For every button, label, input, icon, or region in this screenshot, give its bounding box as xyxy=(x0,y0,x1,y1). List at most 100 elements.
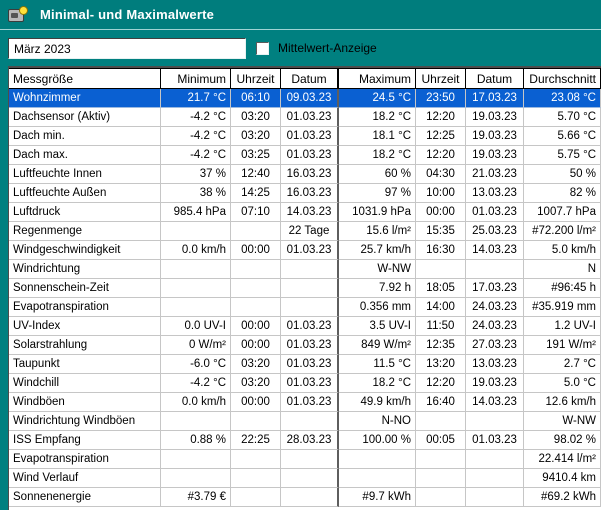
table-cell: 25.7 km/h xyxy=(339,241,416,260)
table-cell: 12:20 xyxy=(416,108,466,127)
table-cell: 16.03.23 xyxy=(281,165,339,184)
table-cell xyxy=(161,469,231,488)
table-row[interactable]: Dach min. -4.2 °C 03:20 01.03.23 18.1 °C 12:2… xyxy=(9,127,601,146)
table-row[interactable]: Solarstrahlung 0 W/m² 00:00 01.03.23 849 W/m… xyxy=(9,336,601,355)
table-cell xyxy=(281,412,339,431)
table-cell: 04:30 xyxy=(416,165,466,184)
period-input[interactable] xyxy=(8,38,246,59)
table-cell xyxy=(339,469,416,488)
table-row[interactable]: Luftdruck 985.4 hPa 07:10 14.03.23 1031.9 hP… xyxy=(9,203,601,222)
table-cell xyxy=(231,279,281,298)
table-cell: #96:45 h xyxy=(524,279,601,298)
title-bar: Minimal- und Maximalwerte xyxy=(0,0,601,30)
table-cell: Sonnenschein-Zeit xyxy=(9,279,161,298)
table-cell: -4.2 °C xyxy=(161,146,231,165)
table-cell: UV-Index xyxy=(9,317,161,336)
table-cell: Dach min. xyxy=(9,127,161,146)
table-cell: -6.0 °C xyxy=(161,355,231,374)
table-cell: 0.0 km/h xyxy=(161,393,231,412)
table-cell: 5.0 °C xyxy=(524,374,601,393)
table-cell: Dachsensor (Aktiv) xyxy=(9,108,161,127)
column-header: Datum xyxy=(466,68,524,89)
table-cell: 14:25 xyxy=(231,184,281,203)
table-cell: 01.03.23 xyxy=(281,127,339,146)
mittelwert-checkbox-label: Mittelwert-Anzeige xyxy=(278,41,377,55)
table-header-row: Messgröße Minimum Uhrzeit Datum Maximum Uhrze… xyxy=(9,68,601,89)
table-cell: Windrichtung Windböen xyxy=(9,412,161,431)
table-cell: Solarstrahlung xyxy=(9,336,161,355)
table-cell: 5.0 km/h xyxy=(524,241,601,260)
table-cell: 12:20 xyxy=(416,374,466,393)
table-cell: 01.03.23 xyxy=(281,393,339,412)
column-header: Durchschnitt xyxy=(524,68,601,89)
table-row[interactable]: Windrichtung Windböen N-NO W-NW xyxy=(9,412,601,431)
table-cell: 11.5 °C xyxy=(339,355,416,374)
table-cell: 0.0 UV-I xyxy=(161,317,231,336)
table-cell: 38 % xyxy=(161,184,231,203)
table-cell xyxy=(466,450,524,469)
table-cell: Evapotranspiration xyxy=(9,298,161,317)
table-cell xyxy=(281,450,339,469)
table-row[interactable]: Wohnzimmer 21.7 °C 06:10 09.03.23 24.5 °C 23:… xyxy=(9,89,601,108)
table-cell: 00:00 xyxy=(231,336,281,355)
table-row[interactable]: UV-Index 0.0 UV-I 00:00 01.03.23 3.5 UV-I 11:… xyxy=(9,317,601,336)
table-row[interactable]: Windböen 0.0 km/h 00:00 01.03.23 49.9 km/h 16… xyxy=(9,393,601,412)
table-cell: 2.7 °C xyxy=(524,355,601,374)
table-cell: 03:20 xyxy=(231,108,281,127)
table-cell: 01.03.23 xyxy=(281,355,339,374)
table-cell: 03:20 xyxy=(231,355,281,374)
table-cell xyxy=(281,279,339,298)
table-row[interactable]: Dachsensor (Aktiv) -4.2 °C 03:20 01.03.23 18… xyxy=(9,108,601,127)
table-row[interactable]: Windchill -4.2 °C 03:20 01.03.23 18.2 °C 12:2… xyxy=(9,374,601,393)
mittelwert-checkbox[interactable]: Mittelwert-Anzeige xyxy=(256,41,377,55)
table-cell: 3.5 UV-I xyxy=(339,317,416,336)
table-cell: Evapotranspiration xyxy=(9,450,161,469)
column-header: Minimum xyxy=(161,68,231,89)
table-cell: Wind Verlauf xyxy=(9,469,161,488)
table-row[interactable]: Dach max. -4.2 °C 03:25 01.03.23 18.2 °C 12:2… xyxy=(9,146,601,165)
table-row[interactable]: Regenmenge 22 Tage 15.6 l/m² 15:35 25.03.23 #… xyxy=(9,222,601,241)
table-row[interactable]: ISS Empfang 0.88 % 22:25 28.03.23 100.00 % 00… xyxy=(9,431,601,450)
table-cell: 28.03.23 xyxy=(281,431,339,450)
table-row[interactable]: Taupunkt -6.0 °C 03:20 01.03.23 11.5 °C 13:20… xyxy=(9,355,601,374)
table-cell: 15:35 xyxy=(416,222,466,241)
table-cell: 5.75 °C xyxy=(524,146,601,165)
table-cell xyxy=(416,469,466,488)
table-cell: Windgeschwindigkeit xyxy=(9,241,161,260)
table-cell xyxy=(161,412,231,431)
table-cell xyxy=(161,298,231,317)
table-cell xyxy=(161,222,231,241)
table-cell: 100.00 % xyxy=(339,431,416,450)
table-cell xyxy=(416,450,466,469)
table-cell: 18.2 °C xyxy=(339,108,416,127)
table-cell: 24.03.23 xyxy=(466,298,524,317)
table-cell: 0.0 km/h xyxy=(161,241,231,260)
table-row[interactable]: Windrichtung W-NW N xyxy=(9,260,601,279)
checkbox-box-icon[interactable] xyxy=(256,41,269,55)
table-cell: 14.03.23 xyxy=(466,393,524,412)
table-cell: Wohnzimmer xyxy=(9,89,161,108)
table-cell: 18.2 °C xyxy=(339,374,416,393)
table-row[interactable]: Sonnenenergie #3.79 € #9.7 kWh #69.2 kWh xyxy=(9,488,601,507)
table-cell: 1007.7 hPa xyxy=(524,203,601,222)
table-cell xyxy=(231,469,281,488)
table-cell: 23:50 xyxy=(416,89,466,108)
table-row[interactable]: Luftfeuchte Außen 38 % 14:25 16.03.23 97 % 10… xyxy=(9,184,601,203)
table-row[interactable]: Evapotranspiration 0.356 mm 14:00 24.03.23 #… xyxy=(9,298,601,317)
table-row[interactable]: Wind Verlauf 9410.4 km xyxy=(9,469,601,488)
table-cell: -4.2 °C xyxy=(161,374,231,393)
table-cell: 22:25 xyxy=(231,431,281,450)
table-row[interactable]: Luftfeuchte Innen 37 % 12:40 16.03.23 60 % 04… xyxy=(9,165,601,184)
table-cell: Windrichtung xyxy=(9,260,161,279)
table-cell: 97 % xyxy=(339,184,416,203)
table-cell: #35.919 mm xyxy=(524,298,601,317)
table-cell xyxy=(231,412,281,431)
table-row[interactable]: Windgeschwindigkeit 0.0 km/h 00:00 01.03.23… xyxy=(9,241,601,260)
table-row[interactable]: Evapotranspiration 22.414 l/m² xyxy=(9,450,601,469)
table-row[interactable]: Sonnenschein-Zeit 7.92 h 18:05 17.03.23 #96:… xyxy=(9,279,601,298)
table-cell xyxy=(339,450,416,469)
table-cell: 01.03.23 xyxy=(281,374,339,393)
table-cell: 00:00 xyxy=(231,317,281,336)
table-cell: 12:35 xyxy=(416,336,466,355)
table-cell: 00:00 xyxy=(231,393,281,412)
